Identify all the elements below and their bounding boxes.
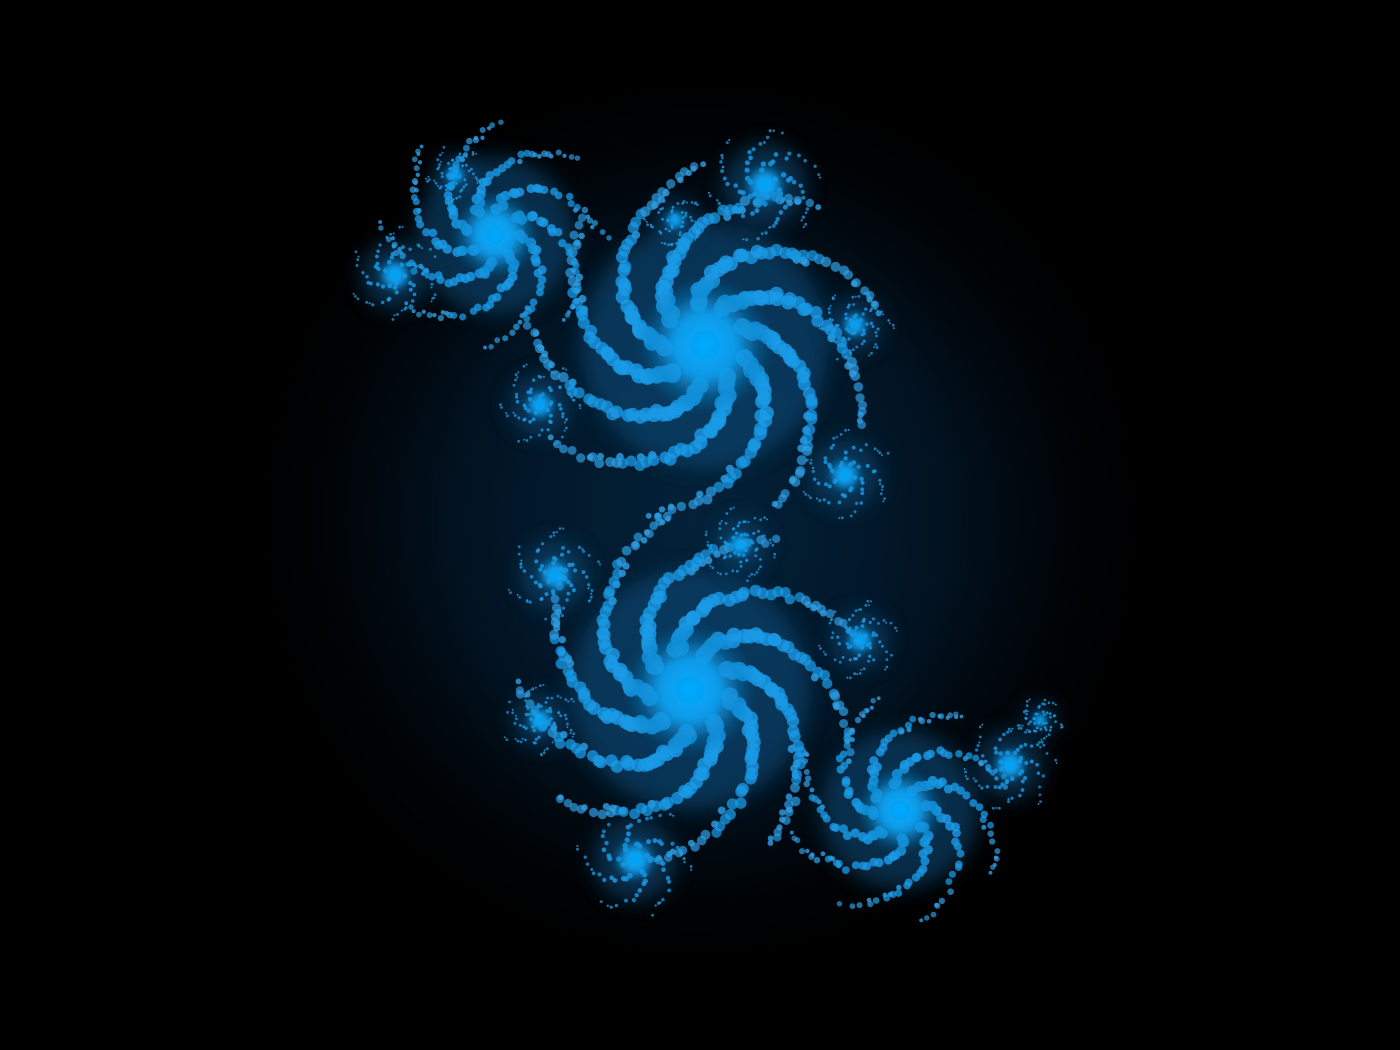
cluster-core-7 [611, 836, 659, 884]
cluster-core-11 [840, 310, 870, 340]
background-halo [230, 50, 1170, 990]
cluster-core-6 [991, 746, 1029, 784]
cluster-core-3 [855, 765, 945, 855]
cluster-core-0 [635, 275, 775, 415]
cluster-core-8 [536, 556, 574, 594]
cluster-core-4 [741, 161, 789, 209]
cluster-core-10 [826, 456, 864, 494]
cluster-core-12 [525, 705, 555, 735]
cluster-core-15 [1030, 710, 1050, 730]
cluster-core-17 [663, 208, 687, 232]
cluster-core-13 [844, 624, 876, 656]
cluster-core-1 [622, 622, 758, 758]
cluster-core-2 [450, 190, 540, 280]
cluster-core-14 [443, 163, 467, 187]
cluster-core-16 [725, 530, 755, 560]
cluster-core-9 [523, 388, 557, 422]
cluster-core-5 [376, 256, 414, 294]
fractal-body [352, 119, 1064, 923]
